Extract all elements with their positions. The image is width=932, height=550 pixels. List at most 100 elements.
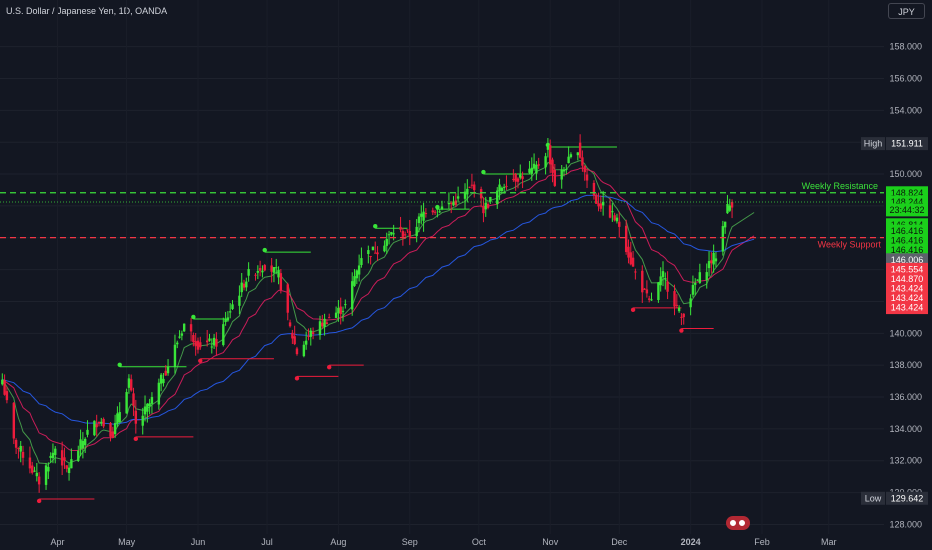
candle-body	[562, 169, 566, 172]
candle-body	[447, 202, 451, 205]
candle-body	[367, 250, 370, 254]
candle-body	[192, 335, 195, 342]
candle-body	[438, 211, 441, 213]
price-tag-value: 143.424	[891, 303, 924, 313]
candle-body	[1, 379, 4, 385]
price-labels: High151.911148.824148.24423:44:32146.814…	[861, 137, 928, 505]
swing-low-dot	[133, 436, 139, 442]
candle-body	[341, 310, 345, 312]
candle-body	[49, 455, 52, 458]
candle-body	[231, 304, 234, 310]
candle-body	[12, 402, 16, 439]
candle-body	[125, 392, 128, 414]
swing-levels	[36, 142, 714, 504]
candle-body	[546, 146, 550, 150]
candle-body	[532, 163, 536, 169]
candle-body	[415, 226, 418, 237]
candle-body	[567, 156, 570, 164]
candle-body	[256, 271, 260, 273]
candle-body	[710, 260, 713, 264]
candle-body	[500, 187, 504, 191]
candle-body	[560, 169, 563, 180]
weekly-support-label: Weekly Support	[818, 240, 882, 250]
candle-body	[150, 397, 154, 404]
candle-body	[634, 271, 637, 273]
candle-body	[81, 440, 85, 449]
price-tag	[886, 203, 928, 217]
zoom-toggle[interactable]	[726, 516, 750, 530]
candle-body	[208, 338, 211, 341]
candle-body	[178, 336, 181, 338]
candle-body	[3, 380, 6, 395]
candle-body	[293, 336, 296, 345]
candle-body	[334, 312, 338, 318]
candle-body	[466, 188, 469, 195]
candle-body	[698, 272, 702, 283]
candle-body	[537, 164, 540, 166]
candle-body	[351, 281, 354, 310]
candle-body	[176, 342, 179, 345]
candle-body	[601, 201, 605, 206]
candle-body	[143, 406, 147, 415]
candle-body	[440, 206, 444, 210]
candle-body	[436, 208, 439, 210]
time-axis[interactable]: Apr May Jun Jul Aug Sep Oct Nov Dec 2024 Feb Mar	[51, 537, 837, 547]
candle-body	[86, 429, 89, 435]
candle-body	[288, 322, 292, 327]
candle-body	[468, 186, 471, 188]
candle-body	[677, 307, 681, 312]
candle-body	[470, 184, 474, 186]
price-tag-value: 145.554	[891, 264, 924, 274]
candle-body	[134, 410, 138, 424]
candle-body	[182, 323, 186, 332]
candle-body	[60, 450, 64, 466]
candle-body	[502, 186, 506, 188]
candle-body	[127, 378, 131, 388]
swing-high-dot	[481, 169, 486, 175]
swing-low-dot	[679, 328, 684, 333]
moving-averages	[1, 159, 755, 465]
x-tick-label: 2024	[681, 537, 701, 547]
x-tick-label: Sep	[402, 537, 418, 547]
candle-body	[712, 252, 715, 265]
price-tag	[886, 491, 928, 505]
candle-body	[647, 298, 651, 300]
candle-body	[229, 311, 232, 313]
candle-body	[304, 340, 308, 345]
candle-body	[35, 472, 39, 477]
candle-body	[337, 307, 340, 314]
candle-body	[116, 413, 119, 424]
price-tag-value: 151.911	[891, 139, 923, 149]
price-tag-value: 146.416	[891, 226, 924, 236]
price-tag	[886, 137, 928, 151]
candle-body	[689, 298, 692, 308]
candle-body	[254, 274, 257, 276]
currency-button[interactable]: JPY	[888, 3, 925, 19]
candle-body	[199, 342, 202, 348]
price-tag-value: 146.416	[891, 236, 924, 246]
price-tag-key	[861, 137, 885, 151]
y-tick-label: 138.000	[889, 360, 922, 370]
candle-body	[95, 424, 98, 428]
candle-body	[295, 348, 299, 355]
price-tag-value: 23:44:32	[889, 205, 924, 215]
weekly-levels: Weekly Resistance Weekly Support	[0, 181, 884, 250]
candle-body	[581, 157, 584, 166]
y-tick-label: 134.000	[889, 424, 922, 434]
price-tag-value: 129.642	[891, 493, 924, 503]
candle-body	[224, 318, 227, 323]
candle-body	[141, 415, 144, 426]
price-tag-value: 146.006	[891, 255, 924, 265]
candle-body	[512, 178, 515, 180]
candle-body	[456, 196, 460, 199]
candle-body	[51, 452, 55, 459]
candle-body	[479, 189, 483, 199]
candle-body	[482, 206, 485, 214]
candle-body	[14, 439, 18, 448]
candle-body	[417, 216, 421, 224]
candle-body	[433, 211, 437, 213]
price-tag-value: 144.870	[891, 274, 924, 284]
candle-body	[615, 217, 619, 222]
price-tag-value: 143.424	[891, 293, 924, 303]
